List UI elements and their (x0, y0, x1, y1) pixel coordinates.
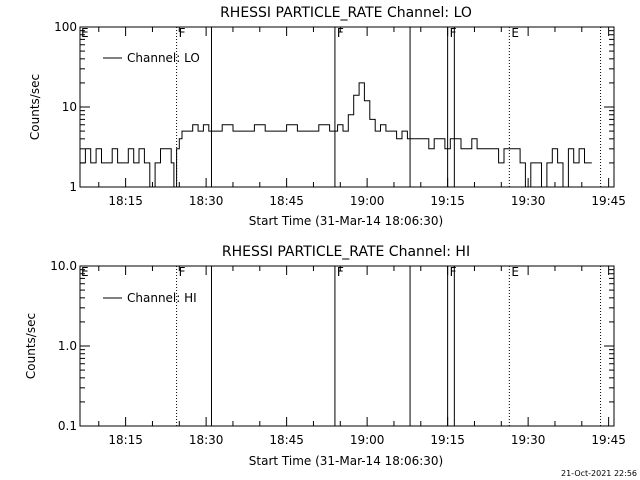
y-tick-label: 10.0 (50, 259, 77, 273)
panel-lo-y-ticks: 1 10 100 (54, 20, 614, 194)
marker-label-start: E (81, 265, 89, 279)
x-tick-label: 19:30 (511, 433, 546, 447)
panel-hi-frame (79, 265, 615, 427)
panel-hi-y-axis-label: Counts/sec (24, 313, 38, 379)
y-tick-label: 0.1 (58, 419, 77, 433)
marker-label-1: F (179, 26, 186, 40)
x-tick-label: 18:15 (108, 433, 143, 447)
x-tick-label: 19:00 (350, 433, 385, 447)
x-tick-label: 19:45 (591, 194, 626, 208)
panel-lo-title: RHESSI PARTICLE_RATE Channel: LO (220, 5, 472, 21)
panel-hi-x-axis-label: Start Time (31-Mar-14 18:06:30) (249, 454, 443, 468)
panel-lo-x-axis-label: Start Time (31-Mar-14 18:06:30) (249, 214, 443, 228)
panel-hi-title: RHESSI PARTICLE_RATE Channel: HI (222, 244, 470, 260)
x-tick-label: 18:45 (269, 433, 304, 447)
y-tick-label: 10 (62, 100, 77, 114)
x-tick-label: 19:15 (430, 433, 465, 447)
marker-label-7: E (511, 26, 519, 40)
y-tick-label: 1 (69, 180, 77, 194)
x-tick-label: 18:30 (189, 194, 224, 208)
marker-label-3: F (337, 265, 344, 279)
y-tick-label: 1.0 (58, 339, 77, 353)
marker-label-3: F (337, 26, 344, 40)
panel-hi-legend: Channel: HI (103, 291, 197, 305)
panel-hi-y-ticks: 0.1 1.0 10.0 (50, 259, 614, 433)
x-tick-label: 18:45 (269, 194, 304, 208)
marker-label-1: F (179, 265, 186, 279)
marker-label-5: F (450, 26, 457, 40)
panel-hi: RHESSI PARTICLE_RATE Channel: HI F F F E E 1… (24, 244, 626, 468)
panel-lo: RHESSI PARTICLE_RATE Channel: LO F F F E E 1… (28, 5, 626, 228)
x-tick-label: 19:45 (591, 433, 626, 447)
panel-lo-x-ticks: 18:15 18:30 18:45 19:00 19:15 19:30 19:45 (98, 27, 626, 208)
panel-lo-series-line (80, 82, 592, 188)
y-tick-label: 100 (54, 20, 77, 34)
panel-lo-legend: Channel: LO (103, 51, 200, 65)
panel-hi-markers: F F F EE (81, 265, 602, 426)
panel-hi-x-ticks: 18:15 18:30 18:45 19:00 19:15 19:30 19:45 (98, 266, 626, 447)
marker-label-start: E (81, 26, 89, 40)
date-stamp: 21-Oct-2021 22:56 (561, 469, 637, 478)
marker-label-5: F (450, 265, 457, 279)
panel-lo-markers: F F F EE (81, 26, 602, 187)
x-tick-label: 19:00 (350, 194, 385, 208)
marker-label-7: E (511, 265, 519, 279)
panel-hi-legend-label: Channel: HI (127, 291, 197, 305)
x-tick-label: 19:30 (511, 194, 546, 208)
x-tick-label: 19:15 (430, 194, 465, 208)
x-tick-label: 18:15 (108, 194, 143, 208)
panel-lo-legend-label: Channel: LO (127, 51, 200, 65)
x-tick-label: 18:30 (189, 433, 224, 447)
panel-lo-y-axis-label: Counts/sec (28, 74, 42, 140)
